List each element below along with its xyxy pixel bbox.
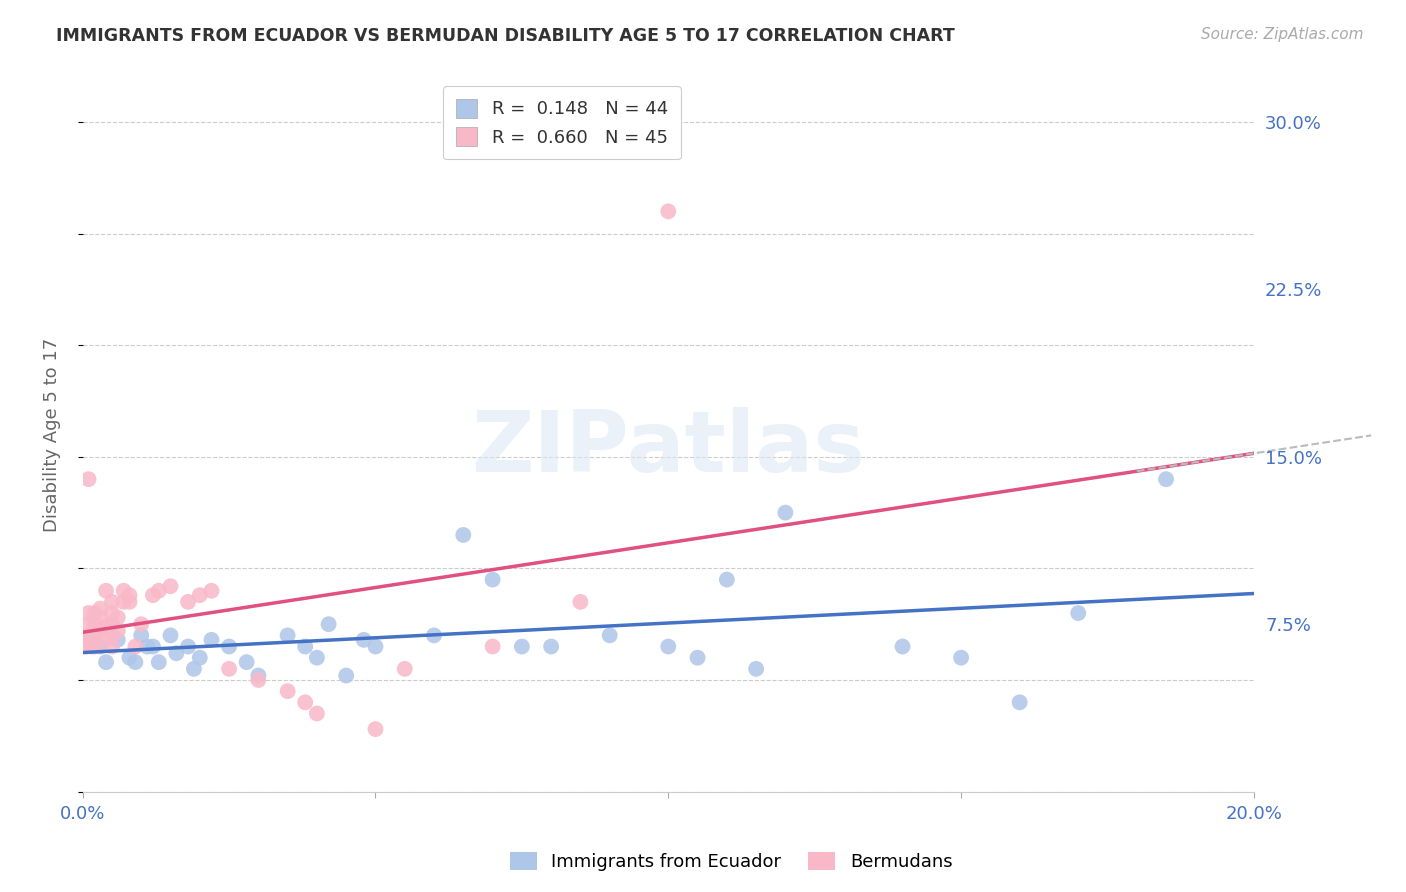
Point xyxy=(94,632,117,647)
Point xyxy=(294,695,316,709)
Point xyxy=(80,640,103,654)
Point xyxy=(101,606,124,620)
Point xyxy=(177,595,200,609)
Point xyxy=(77,632,100,647)
Point xyxy=(569,595,592,609)
Point xyxy=(101,617,124,632)
Point xyxy=(83,628,105,642)
Point xyxy=(75,640,97,654)
Point xyxy=(481,573,503,587)
Text: IMMIGRANTS FROM ECUADOR VS BERMUDAN DISABILITY AGE 5 TO 17 CORRELATION CHART: IMMIGRANTS FROM ECUADOR VS BERMUDAN DISA… xyxy=(56,27,955,45)
Legend: R =  0.148   N = 44, R =  0.660   N = 45: R = 0.148 N = 44, R = 0.660 N = 45 xyxy=(443,87,681,160)
Point xyxy=(142,588,165,602)
Point xyxy=(775,506,797,520)
Point xyxy=(294,640,316,654)
Point xyxy=(510,640,533,654)
Point xyxy=(177,640,200,654)
Point xyxy=(107,632,129,647)
Point xyxy=(335,668,357,682)
Point xyxy=(136,640,159,654)
Point xyxy=(423,628,446,642)
Point xyxy=(77,606,100,620)
Point xyxy=(142,640,165,654)
Point xyxy=(364,640,387,654)
Point xyxy=(89,640,111,654)
Point xyxy=(200,583,222,598)
Point xyxy=(1067,606,1090,620)
Point xyxy=(686,650,709,665)
Legend: Immigrants from Ecuador, Bermudans: Immigrants from Ecuador, Bermudans xyxy=(502,845,960,879)
Point xyxy=(183,662,205,676)
Point xyxy=(89,624,111,638)
Point xyxy=(89,610,111,624)
Point xyxy=(453,528,475,542)
Point xyxy=(165,646,187,660)
Point xyxy=(540,640,562,654)
Point xyxy=(101,617,124,632)
Point xyxy=(188,650,211,665)
Point xyxy=(1154,472,1177,486)
Point xyxy=(891,640,914,654)
Point xyxy=(218,640,240,654)
Point xyxy=(318,617,340,632)
Point xyxy=(124,640,146,654)
Point xyxy=(353,632,375,647)
Point xyxy=(599,628,621,642)
Point xyxy=(159,628,181,642)
Point xyxy=(716,573,738,587)
Point xyxy=(1008,695,1031,709)
Y-axis label: Disability Age 5 to 17: Disability Age 5 to 17 xyxy=(44,337,60,532)
Point xyxy=(481,640,503,654)
Point xyxy=(83,628,105,642)
Point xyxy=(107,624,129,638)
Point xyxy=(218,662,240,676)
Point xyxy=(657,204,679,219)
Point xyxy=(188,588,211,602)
Point xyxy=(107,610,129,624)
Point xyxy=(101,640,124,654)
Point xyxy=(83,640,105,654)
Point xyxy=(364,722,387,736)
Point xyxy=(112,595,135,609)
Point xyxy=(94,655,117,669)
Point xyxy=(112,583,135,598)
Text: Source: ZipAtlas.com: Source: ZipAtlas.com xyxy=(1201,27,1364,42)
Point xyxy=(77,617,100,632)
Point xyxy=(124,655,146,669)
Point xyxy=(745,662,768,676)
Point xyxy=(101,595,124,609)
Point xyxy=(247,673,270,687)
Point xyxy=(247,668,270,682)
Point xyxy=(118,595,141,609)
Point xyxy=(77,472,100,486)
Point xyxy=(277,628,299,642)
Point xyxy=(657,640,679,654)
Point xyxy=(83,606,105,620)
Point xyxy=(305,706,328,721)
Point xyxy=(159,579,181,593)
Point xyxy=(235,655,257,669)
Point xyxy=(148,655,170,669)
Point xyxy=(94,619,117,633)
Point xyxy=(118,650,141,665)
Point xyxy=(148,583,170,598)
Point xyxy=(118,588,141,602)
Point xyxy=(76,628,98,642)
Point xyxy=(277,684,299,698)
Point xyxy=(394,662,416,676)
Text: ZIPatlas: ZIPatlas xyxy=(471,408,865,491)
Point xyxy=(129,617,152,632)
Point xyxy=(950,650,973,665)
Point xyxy=(101,628,124,642)
Point xyxy=(129,628,152,642)
Point xyxy=(83,617,105,632)
Point xyxy=(200,632,222,647)
Point xyxy=(94,583,117,598)
Point xyxy=(305,650,328,665)
Point xyxy=(89,601,111,615)
